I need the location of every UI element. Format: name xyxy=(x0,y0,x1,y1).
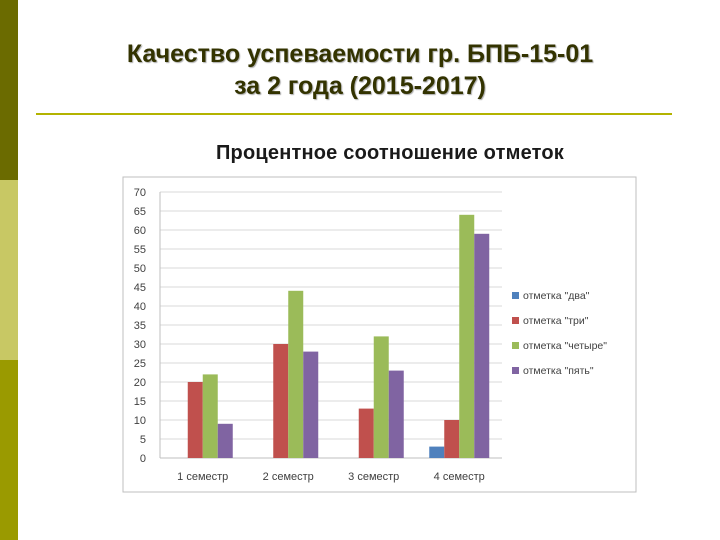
legend-swatch xyxy=(512,292,519,299)
chart-title: Процентное соотношение отметок xyxy=(215,142,564,164)
title-divider xyxy=(36,113,672,115)
legend-swatch xyxy=(512,317,519,324)
y-tick-label: 60 xyxy=(134,225,146,237)
legend-label: отметка "пять" xyxy=(523,365,594,377)
legend-swatch xyxy=(512,342,519,349)
legend-label: отметка "четыре" xyxy=(523,340,607,352)
y-tick-label: 40 xyxy=(134,301,146,313)
y-tick-label: 10 xyxy=(134,415,146,427)
legend-label: отметка "два" xyxy=(523,290,590,302)
bar xyxy=(202,374,218,458)
accent-stripe-top xyxy=(0,0,18,180)
y-tick-label: 5 xyxy=(140,434,146,446)
bar xyxy=(288,290,304,458)
bar xyxy=(217,423,233,458)
slide-title: Качество успеваемости гр. БПБ-15-01 за 2… xyxy=(40,38,680,102)
slide-title-line2: за 2 года (2015-2017) xyxy=(234,72,486,100)
x-tick-label: 4 семестр xyxy=(434,471,485,483)
bar xyxy=(187,382,203,458)
bar xyxy=(459,214,475,458)
accent-stripe-bottom xyxy=(0,360,18,540)
bar xyxy=(444,420,460,458)
y-tick-label: 35 xyxy=(134,320,146,332)
x-tick-label: 3 семестр xyxy=(348,471,399,483)
legend-swatch xyxy=(512,367,519,374)
y-tick-label: 30 xyxy=(134,339,146,351)
bar xyxy=(358,408,374,458)
legend-label: отметка "три" xyxy=(523,315,589,327)
y-tick-label: 65 xyxy=(134,206,146,218)
bar xyxy=(429,446,445,458)
x-tick-label: 2 семестр xyxy=(263,471,314,483)
y-tick-label: 50 xyxy=(134,263,146,275)
y-tick-label: 25 xyxy=(134,358,146,370)
accent-stripe-middle xyxy=(0,180,18,360)
y-tick-label: 45 xyxy=(134,282,146,294)
y-tick-label: 15 xyxy=(134,396,146,408)
x-tick-label: 1 семестр xyxy=(177,471,228,483)
bar xyxy=(273,344,289,458)
y-tick-label: 0 xyxy=(140,453,146,465)
bar xyxy=(474,233,490,458)
bar xyxy=(388,370,404,458)
y-tick-label: 55 xyxy=(134,244,146,256)
slide-title-line1: Качество успеваемости гр. БПБ-15-01 xyxy=(126,40,594,68)
bar xyxy=(373,336,389,458)
bar xyxy=(303,351,319,458)
y-tick-label: 70 xyxy=(134,187,146,199)
y-tick-label: 20 xyxy=(134,377,146,389)
